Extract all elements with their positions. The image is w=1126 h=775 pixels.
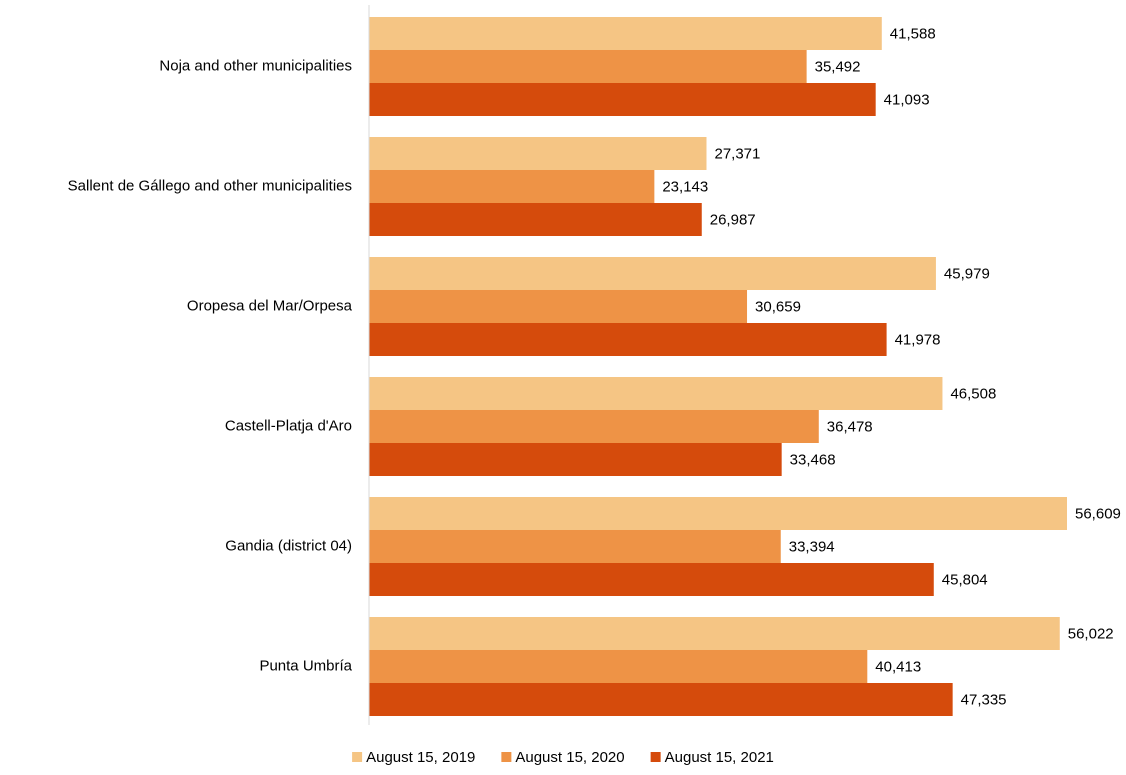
value-label: 26,987 xyxy=(710,211,756,228)
value-label: 33,468 xyxy=(790,451,836,468)
category-label: Sallent de Gállego and other municipalit… xyxy=(68,177,352,194)
category-label: Punta Umbría xyxy=(259,657,352,674)
bar xyxy=(369,323,887,356)
bar xyxy=(369,290,748,323)
value-label: 47,335 xyxy=(961,691,1007,708)
bar xyxy=(369,443,782,476)
value-label: 56,609 xyxy=(1075,505,1121,522)
value-label: 35,492 xyxy=(815,58,861,75)
bar xyxy=(369,170,655,203)
bar xyxy=(369,377,943,410)
value-label: 45,979 xyxy=(944,265,990,282)
bar xyxy=(369,50,807,83)
legend-swatch xyxy=(352,752,363,762)
bar xyxy=(369,530,781,563)
legend-swatch xyxy=(501,752,512,762)
bar xyxy=(369,497,1067,530)
value-label: 40,413 xyxy=(875,658,921,675)
bar xyxy=(369,203,702,236)
legend-label: August 15, 2020 xyxy=(515,749,624,766)
value-label: 23,143 xyxy=(662,178,708,195)
value-label: 33,394 xyxy=(789,538,835,555)
legend-label: August 15, 2019 xyxy=(366,749,475,766)
bar xyxy=(369,17,882,50)
category-label: Oropesa del Mar/Orpesa xyxy=(187,297,353,314)
legend-swatch xyxy=(650,752,661,762)
legend-label: August 15, 2021 xyxy=(665,749,774,766)
value-label: 41,978 xyxy=(895,331,941,348)
bar xyxy=(369,410,819,443)
category-label: Noja and other municipalities xyxy=(159,57,352,74)
bar xyxy=(369,563,934,596)
value-label: 56,022 xyxy=(1068,625,1114,642)
bar xyxy=(369,617,1060,650)
bar xyxy=(369,257,936,290)
value-label: 41,588 xyxy=(890,25,936,42)
bar xyxy=(369,650,868,683)
category-label: Castell-Platja d'Aro xyxy=(225,417,352,434)
value-label: 27,371 xyxy=(714,145,760,162)
category-label: Gandia (district 04) xyxy=(225,537,352,554)
value-label: 41,093 xyxy=(884,91,930,108)
value-label: 46,508 xyxy=(950,385,996,402)
value-label: 45,804 xyxy=(942,571,988,588)
value-label: 30,659 xyxy=(755,298,801,315)
bar xyxy=(369,137,707,170)
bar xyxy=(369,83,876,116)
value-label: 36,478 xyxy=(827,418,873,435)
bar xyxy=(369,683,953,716)
